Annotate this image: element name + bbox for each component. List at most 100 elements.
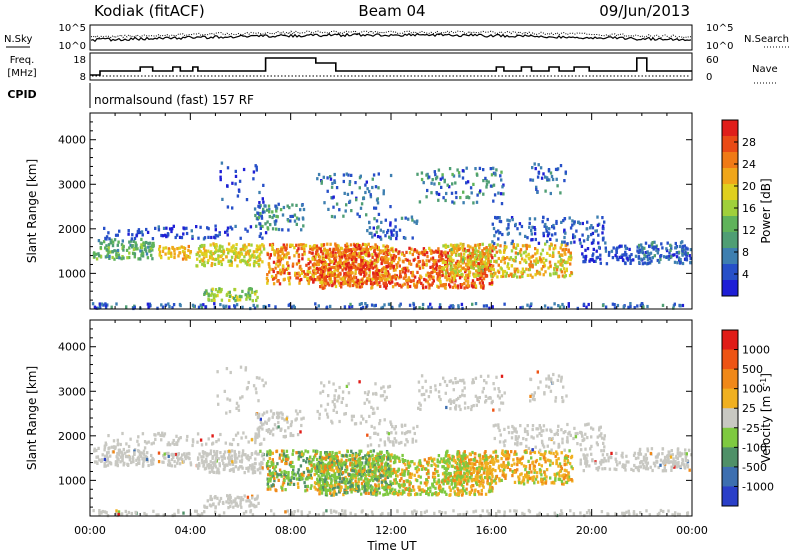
power-cell — [363, 259, 366, 263]
velocity-cell — [115, 455, 118, 459]
power-cell — [345, 172, 348, 176]
power-cell — [648, 257, 651, 261]
velocity-cell — [324, 452, 328, 456]
velocity-cell — [189, 461, 192, 465]
velocity-cell — [368, 479, 372, 483]
power-cell — [248, 295, 251, 299]
power-cell — [457, 286, 460, 290]
velocity-cell — [114, 445, 117, 449]
power-cell — [479, 259, 483, 263]
power-cell — [510, 216, 514, 220]
power-cell — [329, 251, 332, 255]
velocity-cell — [353, 457, 356, 461]
power-cell — [302, 270, 305, 274]
power-cell — [355, 252, 358, 256]
velocity-cell — [358, 472, 361, 476]
nave-tick-top: 60 — [706, 55, 719, 66]
power-cell — [463, 286, 466, 290]
velocity-cell — [142, 462, 145, 466]
power-cell — [641, 302, 644, 306]
power-cell — [465, 166, 468, 170]
power-cell — [420, 281, 423, 285]
power-cell — [463, 281, 466, 286]
power-cell — [224, 230, 227, 234]
power-cell — [185, 226, 188, 230]
power-cell — [467, 248, 471, 252]
velocity-cell — [351, 469, 354, 473]
power-cell — [463, 247, 466, 251]
velocity-cell — [290, 464, 293, 469]
power-cell — [182, 232, 185, 236]
power-cell — [162, 246, 165, 250]
velocity-cell — [223, 450, 227, 454]
power-cell — [219, 289, 223, 293]
power-cell — [314, 255, 317, 259]
power-cell — [360, 268, 364, 272]
velocity-cell — [474, 459, 478, 463]
velocity-cell — [292, 468, 295, 472]
velocity-cell — [447, 471, 451, 476]
power-cell — [350, 173, 353, 177]
power-cell — [689, 256, 692, 260]
power-cell — [411, 252, 414, 257]
power-cell — [555, 219, 558, 224]
velocity-cell — [259, 464, 263, 468]
velocity-cell — [266, 480, 270, 485]
velocity-cell — [319, 451, 322, 455]
velocity-cell — [298, 474, 301, 478]
velocity-cell — [282, 454, 285, 458]
power-cell — [439, 258, 442, 262]
velocity-cell — [478, 484, 481, 488]
power-cell — [451, 172, 454, 177]
power-cell — [417, 260, 420, 264]
power-cell — [551, 177, 555, 182]
power-cell — [686, 247, 689, 251]
power-cell — [425, 173, 428, 177]
velocity-cell — [330, 463, 333, 467]
power-cell — [374, 252, 377, 256]
power-cell — [442, 196, 445, 200]
power-cell — [666, 241, 669, 245]
power-cell — [125, 248, 129, 252]
power-cell — [547, 231, 550, 235]
power-cell — [282, 255, 286, 259]
power-cell — [533, 217, 537, 221]
power-cell — [220, 298, 224, 302]
velocity-cell — [96, 455, 100, 459]
power-cell — [478, 268, 481, 272]
power-cell — [333, 266, 336, 270]
velocity-cell — [137, 449, 141, 454]
velocity-cell — [336, 482, 340, 487]
power-cell — [689, 260, 692, 264]
power-cell — [444, 271, 448, 275]
velocity-cell — [344, 480, 347, 484]
power-cell — [154, 226, 157, 230]
power-cell — [302, 245, 305, 249]
power-cell — [459, 283, 462, 287]
power-cell — [555, 268, 559, 272]
velocity-cell — [198, 452, 201, 456]
power-cell — [240, 252, 244, 256]
power-cell — [548, 260, 552, 264]
power-cell — [274, 305, 277, 309]
power-cell — [444, 260, 447, 264]
power-cell — [613, 306, 617, 310]
velocity-cell — [361, 484, 364, 488]
power-cell — [535, 187, 538, 191]
velocity-cell — [218, 499, 221, 503]
power-cell — [469, 186, 473, 190]
power-cell — [475, 253, 478, 257]
velocity-cell — [309, 486, 312, 490]
power-cell — [382, 189, 385, 193]
velocity-cell — [151, 456, 154, 461]
power-cell — [530, 255, 533, 259]
power-cell — [553, 302, 556, 306]
power-cell — [584, 260, 587, 264]
velocity-cell — [229, 495, 232, 500]
power-cell — [281, 257, 284, 261]
power-cell — [127, 232, 130, 236]
power-cell — [647, 261, 650, 265]
power-cell — [684, 248, 687, 252]
power-cell — [539, 252, 543, 256]
power-cell — [595, 229, 598, 233]
